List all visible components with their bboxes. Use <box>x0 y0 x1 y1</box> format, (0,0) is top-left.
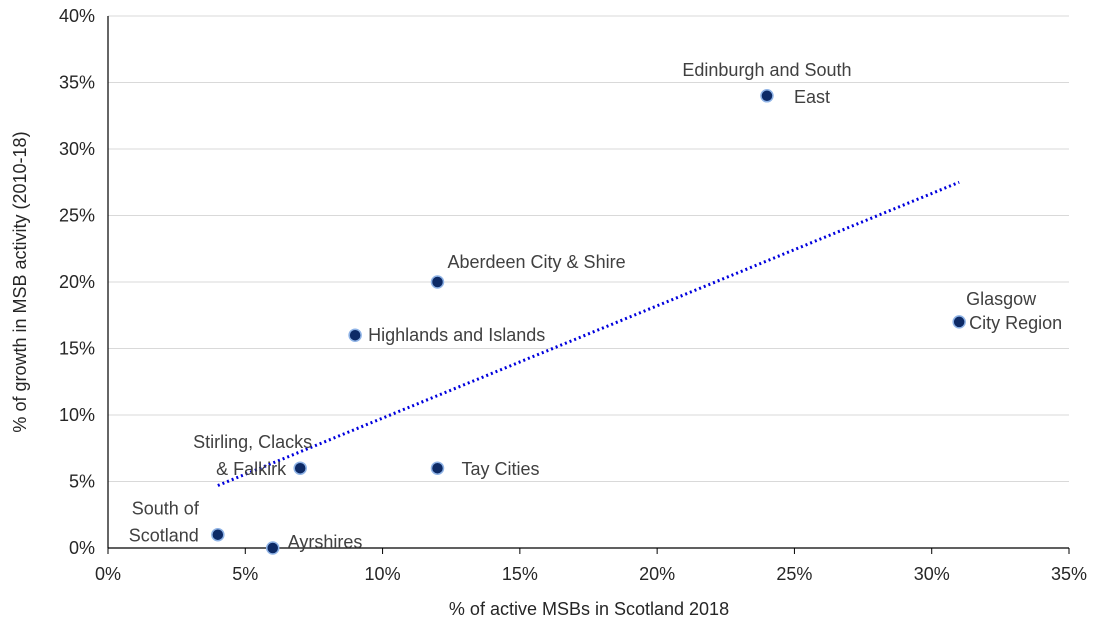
x-tick-labels: 0% 5% 10% 15% 20% 25% 30% 35% <box>95 548 1087 584</box>
data-point <box>430 461 445 475</box>
x-axis-label: % of active MSBs in Scotland 2018 <box>449 599 729 619</box>
x-tick-label: 5% <box>232 564 258 584</box>
x-tick-label: 10% <box>365 564 401 584</box>
point-label: Ayrshires <box>288 532 363 552</box>
point-labels: Edinburgh and South East Aberdeen City & S… <box>129 60 1062 552</box>
y-tick-label: 0% <box>69 538 95 558</box>
x-tick-label: 25% <box>776 564 812 584</box>
trendline <box>217 180 960 487</box>
data-point <box>265 541 280 555</box>
y-tick-label: 40% <box>59 6 95 26</box>
y-tick-label: 30% <box>59 139 95 159</box>
gridlines <box>108 15 1069 482</box>
data-point <box>211 527 225 542</box>
data-point <box>348 328 362 342</box>
y-tick-label: 20% <box>59 272 95 292</box>
x-tick-label: 30% <box>914 564 950 584</box>
data-point <box>952 315 966 329</box>
point-label: Tay Cities <box>461 459 539 479</box>
point-label: Glasgow City Region <box>966 289 1062 333</box>
y-tick-label: 15% <box>59 339 95 359</box>
x-tick-label: 20% <box>639 564 675 584</box>
data-point <box>760 89 774 103</box>
data-point <box>293 461 307 475</box>
x-tick-label: 0% <box>95 564 121 584</box>
y-tick-label: 5% <box>69 472 95 492</box>
point-label: Edinburgh and South East <box>682 60 851 107</box>
point-label: Stirling, Clacks & Falkirk <box>193 432 312 479</box>
y-tick-label: 25% <box>59 206 95 226</box>
data-point <box>430 275 445 289</box>
point-label: Highlands and Islands <box>368 325 545 345</box>
y-tick-label: 35% <box>59 73 95 93</box>
y-tick-labels: 0% 5% 10% 15% 20% 25% 30% 35% 40% <box>59 6 95 558</box>
point-label: South of Scotland <box>129 499 200 546</box>
x-tick-label: 15% <box>502 564 538 584</box>
x-tick-label: 35% <box>1051 564 1087 584</box>
y-tick-label: 10% <box>59 405 95 425</box>
data-points <box>211 89 966 555</box>
point-label: Aberdeen City & Shire <box>447 252 625 272</box>
trendline-group <box>217 180 960 487</box>
y-axis-label: % of growth in MSB activity (2010-18) <box>10 131 30 432</box>
